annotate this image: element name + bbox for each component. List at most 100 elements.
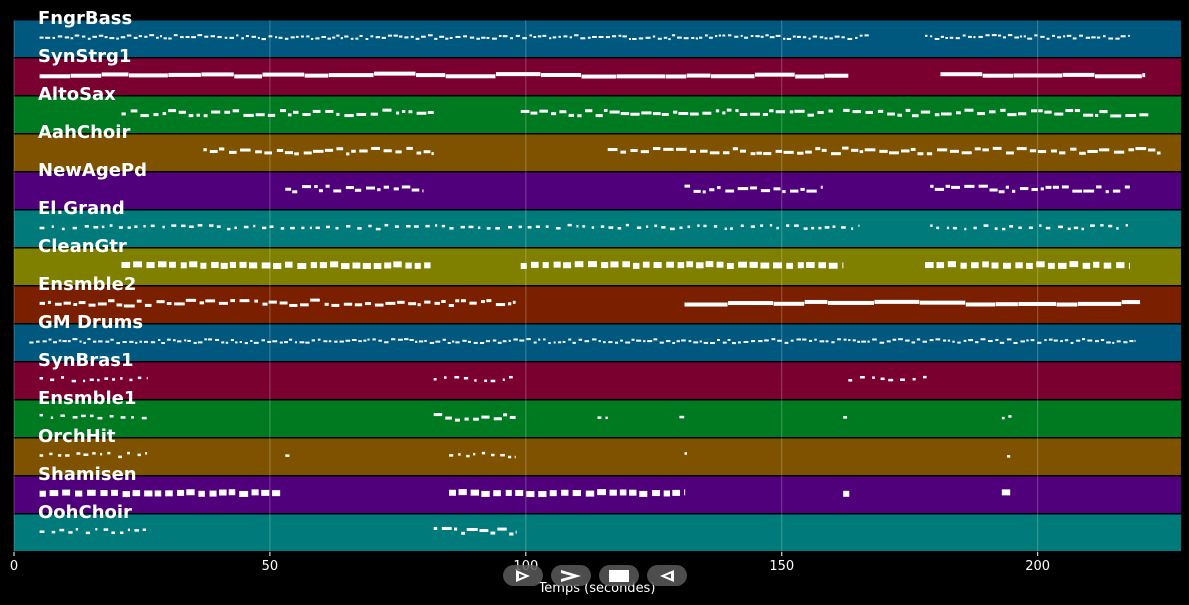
- note: [371, 146, 380, 150]
- note: [416, 73, 446, 78]
- note: [354, 188, 362, 192]
- note: [47, 300, 52, 304]
- note: [383, 185, 390, 189]
- note: [168, 109, 177, 113]
- note: [413, 225, 419, 228]
- track-notes-el-grand: [39, 223, 1128, 231]
- note: [1090, 224, 1095, 227]
- note: [455, 299, 460, 303]
- note: [722, 341, 727, 344]
- note: [796, 35, 801, 38]
- note: [51, 225, 54, 228]
- note: [68, 531, 73, 534]
- note: [728, 301, 774, 306]
- note: [760, 189, 771, 193]
- note: [1006, 455, 1011, 458]
- note: [693, 189, 701, 193]
- note: [285, 187, 292, 191]
- note: [1076, 339, 1081, 342]
- note: [964, 184, 975, 188]
- note: [416, 111, 427, 115]
- track-band-aahchoir: [14, 134, 1181, 171]
- note: [991, 262, 999, 269]
- note: [512, 300, 516, 304]
- note: [804, 299, 828, 304]
- note: [1113, 150, 1125, 154]
- note: [65, 454, 70, 457]
- note: [434, 37, 438, 40]
- note: [398, 35, 403, 38]
- note: [268, 35, 273, 38]
- note: [872, 338, 877, 341]
- note: [232, 109, 240, 113]
- note: [750, 112, 760, 116]
- note: [597, 489, 606, 496]
- note: [619, 489, 627, 496]
- note: [797, 151, 804, 155]
- note: [973, 36, 976, 39]
- note: [760, 35, 764, 38]
- note: [373, 262, 382, 269]
- note: [515, 530, 517, 534]
- note: [112, 378, 116, 381]
- note: [542, 34, 547, 37]
- note: [900, 378, 905, 381]
- note: [666, 261, 674, 268]
- note: [171, 224, 177, 227]
- note: [359, 149, 368, 153]
- note: [351, 339, 357, 342]
- note: [1037, 150, 1047, 154]
- note: [1020, 340, 1026, 343]
- rewind-button[interactable]: [647, 565, 687, 586]
- note: [300, 303, 309, 307]
- note: [537, 35, 542, 38]
- note: [820, 185, 823, 189]
- note: [480, 300, 485, 304]
- note: [964, 108, 974, 112]
- note: [821, 148, 827, 152]
- note: [100, 490, 108, 497]
- fast-forward-button[interactable]: [551, 565, 591, 586]
- note: [284, 341, 288, 344]
- note: [703, 224, 707, 228]
- note: [108, 299, 115, 303]
- note: [530, 111, 538, 115]
- note: [327, 37, 331, 40]
- note: [340, 37, 344, 40]
- note: [661, 226, 666, 229]
- note: [709, 188, 715, 192]
- note: [568, 113, 574, 117]
- play-button[interactable]: [503, 565, 543, 586]
- note: [50, 416, 54, 419]
- note: [272, 340, 278, 343]
- note: [1087, 149, 1098, 153]
- note: [841, 36, 845, 39]
- note: [520, 262, 527, 269]
- note: [1060, 340, 1063, 343]
- note: [332, 36, 336, 39]
- note: [302, 113, 311, 117]
- note: [492, 37, 497, 40]
- note: [428, 34, 433, 37]
- note: [63, 301, 71, 305]
- note: [498, 34, 502, 37]
- note: [118, 226, 123, 229]
- stop-button[interactable]: [599, 565, 639, 586]
- note: [858, 224, 860, 228]
- note: [1066, 34, 1072, 37]
- note: [1105, 190, 1109, 194]
- note: [652, 490, 660, 497]
- note: [49, 490, 59, 497]
- note: [1037, 341, 1042, 344]
- track-label-cleangtr: CleanGtr: [38, 236, 127, 257]
- note: [334, 340, 338, 343]
- note: [632, 38, 637, 41]
- note: [441, 299, 446, 303]
- note: [652, 35, 656, 38]
- note: [616, 74, 666, 79]
- note: [968, 339, 974, 342]
- note: [62, 489, 71, 496]
- note: [784, 341, 789, 344]
- note: [486, 227, 491, 230]
